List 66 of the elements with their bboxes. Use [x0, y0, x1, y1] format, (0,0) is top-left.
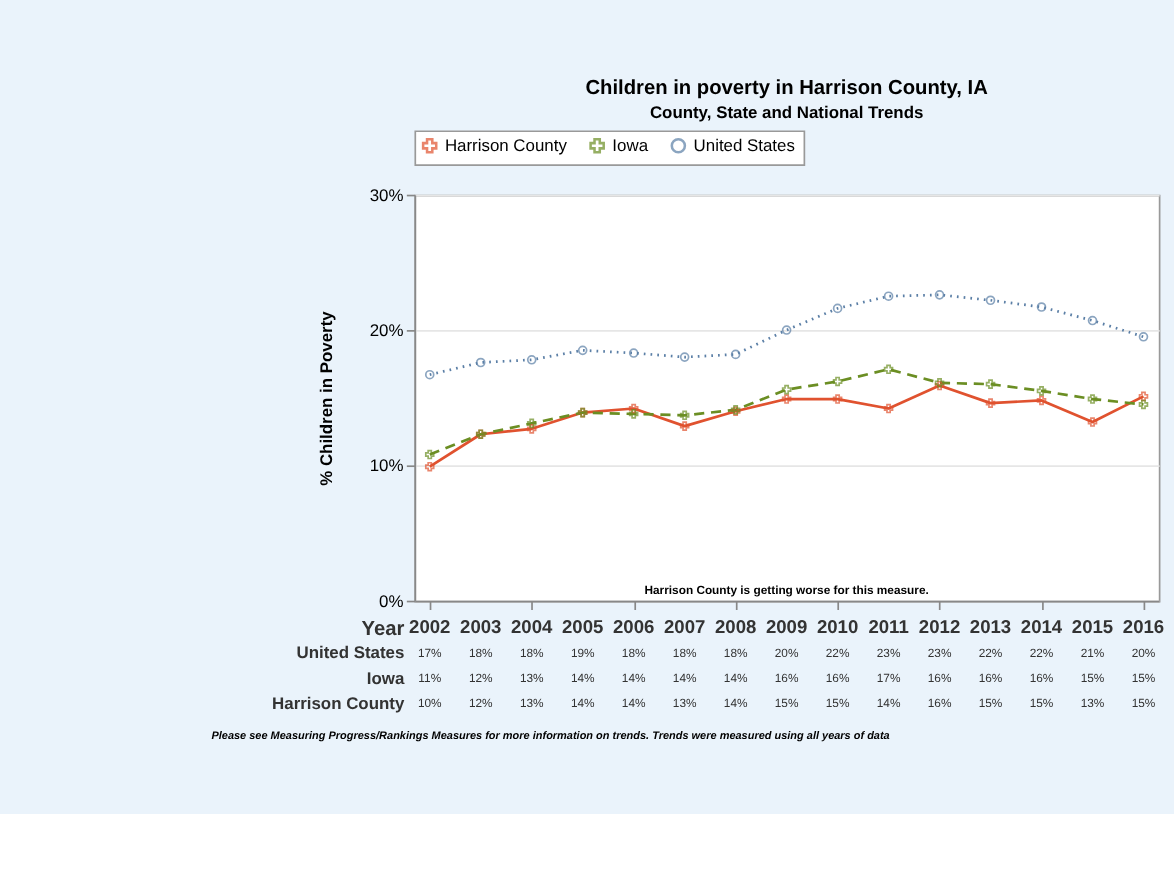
point [934, 290, 945, 300]
x-tick-label: 2009 [765, 616, 808, 637]
point [1138, 331, 1149, 342]
point [781, 384, 792, 395]
y-tick-label: 10% [369, 455, 405, 476]
point [781, 325, 792, 335]
x-tick-label: 2012 [918, 616, 961, 637]
y-tick-label: 30% [369, 184, 405, 205]
point [730, 349, 741, 360]
y-tick-label: 20% [369, 319, 405, 340]
x-tick-label: 2008 [714, 616, 757, 637]
point [526, 418, 537, 429]
point [577, 345, 588, 356]
point [628, 403, 639, 414]
x-tick-label: 2005 [562, 616, 604, 637]
point [1087, 315, 1098, 326]
x-tick-label: 2007 [663, 616, 706, 637]
legend-label: United States [693, 134, 795, 155]
point [832, 303, 843, 314]
x-tick-label: 2006 [612, 616, 655, 637]
chart-title: Children in poverty in Harrison County, IA [585, 78, 990, 101]
point [1036, 386, 1047, 396]
point [883, 364, 894, 375]
point [781, 394, 792, 404]
x-tick-label: 2010 [816, 616, 859, 637]
text: Harrison County [272, 692, 405, 713]
point [985, 295, 996, 306]
text: Iowa [366, 667, 405, 688]
point [526, 424, 537, 434]
y-axis-title: % Children in Poverty [316, 310, 337, 486]
point [628, 348, 639, 358]
point [679, 352, 690, 362]
point [526, 354, 537, 365]
point [679, 421, 690, 431]
point [424, 461, 435, 472]
x-tick-label: 2003 [460, 616, 502, 637]
text: United States [296, 642, 405, 663]
x-tick-label: 2011 [868, 616, 909, 637]
point [424, 369, 435, 380]
point [985, 379, 996, 389]
point [628, 409, 639, 419]
point [985, 398, 996, 408]
point [1138, 399, 1149, 410]
point [883, 291, 894, 302]
y-tick-label: 0% [379, 590, 405, 611]
point [679, 410, 690, 421]
x-axis-title: Year [361, 618, 405, 641]
point [883, 403, 894, 414]
x-tick-label: 2015 [1071, 616, 1114, 637]
point [1087, 417, 1098, 427]
point [832, 376, 843, 387]
x-tick-label: 2014 [1020, 616, 1064, 637]
point [424, 449, 435, 460]
point [475, 357, 486, 368]
point [832, 394, 843, 404]
x-tick-label: 2013 [969, 616, 1012, 637]
point [1036, 302, 1047, 312]
legend-label: Iowa [612, 134, 649, 155]
legend-label: Harrison County [444, 134, 569, 155]
point [1138, 391, 1149, 402]
x-tick-label: 2002 [409, 616, 451, 637]
point [1036, 395, 1047, 406]
chart-subtitle: County, State and National Trends [649, 101, 924, 122]
x-tick-label: 2016 [1122, 616, 1165, 637]
x-tick-label: 2004 [511, 616, 555, 637]
point [1087, 394, 1098, 404]
